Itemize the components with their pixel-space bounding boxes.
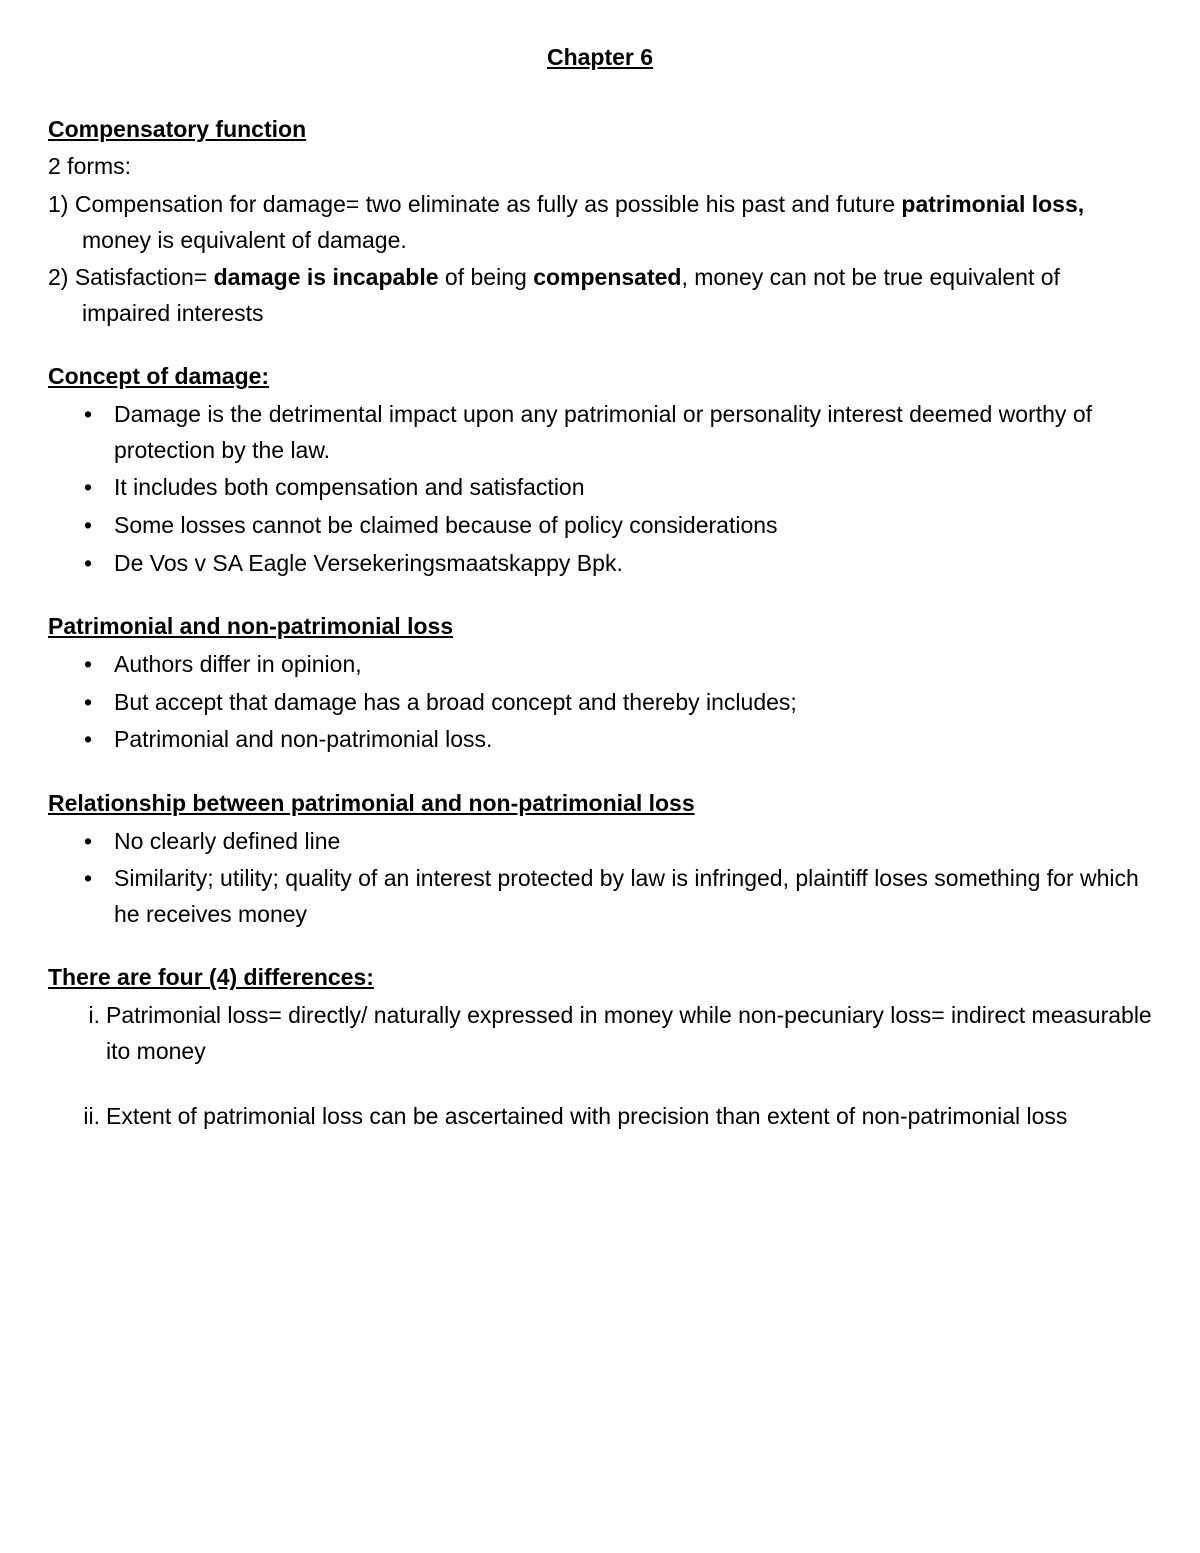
item-marker: i. bbox=[60, 998, 100, 1034]
relationship-list: No clearly defined line Similarity; util… bbox=[48, 824, 1152, 933]
chapter-title: Chapter 6 bbox=[48, 40, 1152, 76]
list-item: Similarity; utility; quality of an inter… bbox=[48, 861, 1152, 932]
compensatory-list: 1) Compensation for damage= two eliminat… bbox=[48, 187, 1152, 332]
heading-concept: Concept of damage: bbox=[48, 359, 1152, 395]
item-text: Satisfaction= bbox=[75, 264, 214, 290]
heading-patnonpat: Patrimonial and non-patrimonial loss bbox=[48, 609, 1152, 645]
item-text: Extent of patrimonial loss can be ascert… bbox=[106, 1103, 1067, 1129]
list-item: Damage is the detrimental impact upon an… bbox=[48, 397, 1152, 468]
list-item: Patrimonial and non-patrimonial loss. bbox=[48, 722, 1152, 758]
list-item: i. Patrimonial loss= directly/ naturally… bbox=[48, 998, 1152, 1069]
item-marker: 1) bbox=[48, 191, 68, 217]
list-item: But accept that damage has a broad conce… bbox=[48, 685, 1152, 721]
list-item: It includes both compensation and satisf… bbox=[48, 470, 1152, 506]
item-text: money is equivalent of damage. bbox=[82, 227, 407, 253]
item-marker: 2) bbox=[48, 264, 68, 290]
list-item: De Vos v SA Eagle Versekeringsmaatskappy… bbox=[48, 546, 1152, 582]
list-item: 1) Compensation for damage= two eliminat… bbox=[48, 187, 1152, 258]
concept-list: Damage is the detrimental impact upon an… bbox=[48, 397, 1152, 581]
item-bold: patrimonial loss, bbox=[901, 191, 1084, 217]
heading-compensatory: Compensatory function bbox=[48, 112, 1152, 148]
list-item: Some losses cannot be claimed because of… bbox=[48, 508, 1152, 544]
item-text: of being bbox=[439, 264, 534, 290]
item-text: Patrimonial loss= directly/ naturally ex… bbox=[106, 1002, 1152, 1064]
list-item: 2) Satisfaction= damage is incapable of … bbox=[48, 260, 1152, 331]
compensatory-intro: 2 forms: bbox=[48, 149, 1152, 185]
item-text: Compensation for damage= two eliminate a… bbox=[75, 191, 902, 217]
item-marker: ii. bbox=[60, 1099, 100, 1135]
differences-list: i. Patrimonial loss= directly/ naturally… bbox=[48, 998, 1152, 1135]
list-item: ii. Extent of patrimonial loss can be as… bbox=[48, 1099, 1152, 1135]
list-item: No clearly defined line bbox=[48, 824, 1152, 860]
item-bold: compensated bbox=[533, 264, 681, 290]
heading-differences: There are four (4) differences: bbox=[48, 960, 1152, 996]
patnonpat-list: Authors differ in opinion, But accept th… bbox=[48, 647, 1152, 758]
heading-relationship: Relationship between patrimonial and non… bbox=[48, 786, 1152, 822]
list-item: Authors differ in opinion, bbox=[48, 647, 1152, 683]
item-bold: damage is incapable bbox=[214, 264, 439, 290]
